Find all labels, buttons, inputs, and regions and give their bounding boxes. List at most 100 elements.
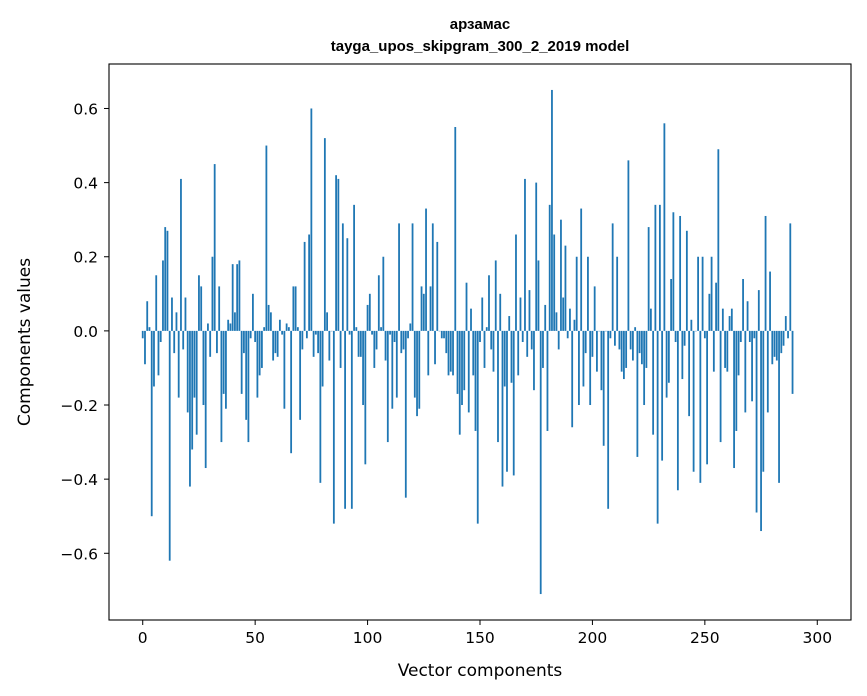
bar [773,330,776,357]
y-tick-label: 0.4 [73,175,98,193]
bar [623,330,625,380]
bar [429,286,432,331]
bar [335,175,337,331]
y-axis-ticks: −0.6 −0.4 −0.2 0.0 0.2 0.4 0.6 [60,100,109,563]
bar [560,219,562,331]
bar [308,234,311,331]
bar [276,330,279,357]
bar [458,330,461,435]
bar [661,330,664,461]
bar [229,323,232,331]
bar [310,108,313,331]
bar [485,327,488,331]
bar [254,330,257,342]
bar [544,304,547,331]
bar [715,282,717,331]
bar [789,223,792,331]
bar [177,330,180,398]
bar [447,330,450,376]
bar [287,327,290,331]
bar [204,330,207,469]
bar [294,286,297,331]
bar [690,319,693,331]
bar [389,330,391,335]
bar [472,330,475,376]
bar [384,330,387,361]
bar [195,330,198,435]
x-tick-label: 200 [578,629,608,647]
bar [227,319,230,331]
bar [465,282,468,331]
bar [344,330,346,509]
bar [769,271,771,331]
bar [645,330,648,368]
bar [744,330,747,413]
bar [742,278,744,331]
x-tick-label: 150 [465,629,495,647]
bar [272,330,275,361]
bar [371,330,373,335]
bar [665,330,668,398]
bar [555,312,558,331]
bar [582,330,585,387]
bar [449,330,452,372]
y-tick-label: 0.6 [73,100,98,118]
bar [314,330,317,335]
bar [211,256,214,331]
bar [159,330,162,342]
bar [593,286,596,331]
bar [240,330,243,394]
bar [425,208,427,331]
bar [393,330,396,342]
bar [730,308,733,331]
bar [728,316,731,331]
bar [252,293,254,331]
bar [479,330,481,342]
bar [207,323,209,331]
bar [258,330,261,376]
bar [524,178,526,331]
bar [141,330,144,339]
x-tick-label: 50 [245,629,265,647]
bar [418,330,421,409]
bar [312,330,315,357]
bar [175,312,178,331]
bar [182,330,185,350]
bar [625,330,628,368]
bar [688,330,691,417]
y-tick-label: −0.4 [60,471,98,489]
bar [443,330,445,339]
bar [683,330,686,346]
bar [209,330,212,357]
bar [526,330,529,357]
bar [407,330,409,339]
bar [427,330,430,376]
bar [249,330,252,339]
bar [751,330,753,402]
chart-subtitle: tayga_upos_skipgram_300_2_2019 model [331,38,630,55]
bar [629,330,632,350]
bar [787,330,789,339]
bar [515,234,517,331]
bar [609,330,612,339]
bar [575,256,578,331]
bar [589,330,592,406]
bar [611,223,614,331]
bar [231,264,234,331]
bar [234,312,236,331]
bar [184,297,187,331]
bar [499,293,502,331]
bar [454,127,457,331]
bar [409,323,412,331]
bar [380,327,382,331]
bars-group [141,89,794,595]
bar [658,204,661,331]
bar [571,330,574,428]
bar [578,330,580,406]
bar [512,330,515,476]
plot-frame [108,63,852,621]
bar [191,330,194,450]
bar [618,330,621,350]
bar [296,327,299,331]
bar [600,330,603,391]
